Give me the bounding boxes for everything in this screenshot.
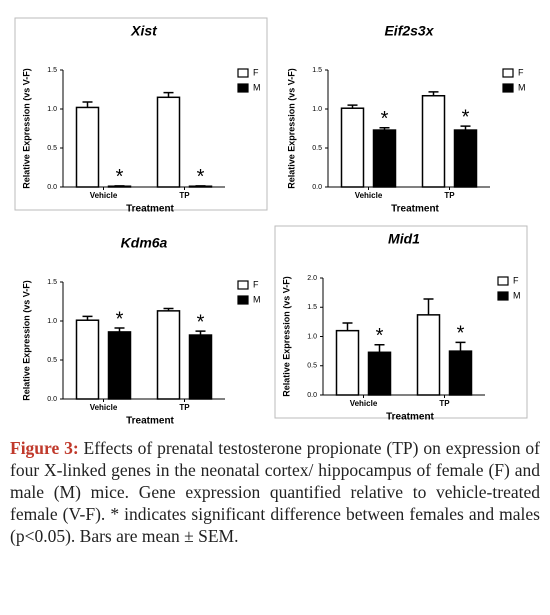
- error-bar: [163, 307, 174, 311]
- y-axis-label: Relative Expression (vs V-F): [21, 280, 31, 401]
- caption: Figure 3: Effects of prenatal testostero…: [10, 437, 540, 547]
- significance-mark: *: [197, 166, 205, 188]
- legend-label: F: [518, 67, 524, 77]
- bar: [335, 329, 360, 396]
- y-tick-label: 1.5: [312, 67, 322, 74]
- bar: [188, 334, 213, 400]
- legend-swatch: [502, 83, 514, 93]
- panel-border: [274, 225, 528, 419]
- error-bar: [195, 330, 206, 336]
- x-tick-label: Vehicle: [90, 191, 118, 200]
- error-bar: [428, 91, 439, 96]
- legend-swatch: [237, 295, 249, 305]
- significance-mark: *: [376, 325, 384, 347]
- bar: [107, 331, 132, 400]
- error-bar: [82, 315, 93, 321]
- significance-mark: *: [197, 311, 205, 333]
- y-axis-label: Relative Expression (vs V-F): [21, 68, 31, 189]
- bar: [416, 314, 441, 396]
- y-axis-label: Relative Expression (vs V-F): [286, 68, 296, 189]
- significance-mark: *: [381, 108, 389, 130]
- bar: [448, 350, 473, 396]
- x-axis-label: Treatment: [386, 412, 434, 423]
- figure: Xist 0.0 0.5 1.0 1.5 Relative Expression (vs …: [14, 17, 528, 427]
- y-tick-label: 1.0: [47, 318, 57, 325]
- significance-mark: *: [462, 106, 470, 128]
- legend-swatch: [497, 276, 509, 286]
- chart-title: Kdm6a: [121, 235, 168, 251]
- significance-mark: *: [116, 308, 124, 330]
- x-tick-label: TP: [179, 191, 190, 200]
- bar: [156, 310, 181, 400]
- legend-label: M: [513, 290, 521, 300]
- bar: [75, 106, 100, 188]
- error-bar: [347, 104, 358, 109]
- x-tick-label: TP: [179, 403, 190, 412]
- legend-label: M: [518, 82, 526, 92]
- caption-text: Effects of prenatal testosterone propion…: [10, 438, 540, 546]
- legend-swatch: [237, 68, 249, 78]
- legend-label: M: [253, 82, 261, 92]
- y-tick-label: 0.5: [47, 145, 57, 152]
- chart-title: Eif2s3x: [384, 23, 434, 39]
- legend-label: M: [253, 294, 261, 304]
- y-axis-label: Relative Expression (vs V-F): [281, 276, 291, 397]
- y-tick-label: 0.5: [47, 357, 57, 364]
- legend-label: F: [253, 279, 259, 289]
- x-axis-label: Treatment: [391, 204, 439, 215]
- legend-swatch: [497, 291, 509, 301]
- bar: [367, 351, 392, 396]
- error-bar: [423, 298, 434, 315]
- legend-label: F: [253, 67, 259, 77]
- x-tick-label: Vehicle: [350, 399, 378, 408]
- legend-label: F: [513, 275, 519, 285]
- y-tick-label: 0.0: [312, 184, 322, 191]
- y-tick-label: 0.5: [307, 363, 317, 370]
- error-bar: [455, 341, 466, 352]
- x-tick-label: TP: [439, 399, 450, 408]
- legend-swatch: [502, 68, 514, 78]
- error-bar: [82, 101, 93, 108]
- significance-mark: *: [457, 323, 465, 345]
- error-bar: [379, 126, 390, 131]
- bar: [453, 129, 478, 188]
- x-tick-label: Vehicle: [355, 191, 383, 200]
- x-tick-label: Vehicle: [90, 403, 118, 412]
- caption-label: Figure 3:: [10, 438, 79, 458]
- y-tick-label: 1.0: [307, 333, 317, 340]
- y-tick-label: 0.0: [47, 396, 57, 403]
- y-tick-label: 0.5: [312, 145, 322, 152]
- panel-border: [14, 17, 268, 211]
- y-tick-label: 2.0: [307, 275, 317, 282]
- error-bar: [374, 343, 385, 353]
- error-bar: [460, 125, 471, 131]
- bar: [421, 94, 446, 188]
- chart-title: Xist: [130, 23, 158, 39]
- y-tick-label: 1.5: [47, 67, 57, 74]
- x-axis-label: Treatment: [126, 416, 174, 427]
- bar: [340, 107, 365, 188]
- error-bar: [163, 91, 174, 98]
- x-tick-label: TP: [444, 191, 455, 200]
- y-tick-label: 1.5: [47, 279, 57, 286]
- y-tick-label: 1.5: [307, 304, 317, 311]
- y-tick-label: 0.0: [47, 184, 57, 191]
- error-bar: [114, 327, 125, 332]
- x-axis-label: Treatment: [126, 204, 174, 215]
- y-tick-label: 1.0: [47, 106, 57, 113]
- y-tick-label: 0.0: [307, 392, 317, 399]
- bar: [372, 129, 397, 188]
- bar: [75, 319, 100, 400]
- error-bar: [342, 322, 353, 331]
- bar: [156, 96, 181, 188]
- significance-mark: *: [116, 166, 124, 188]
- y-tick-label: 1.0: [312, 106, 322, 113]
- legend-swatch: [237, 280, 249, 290]
- legend-swatch: [237, 83, 249, 93]
- chart-title: Mid1: [388, 231, 420, 247]
